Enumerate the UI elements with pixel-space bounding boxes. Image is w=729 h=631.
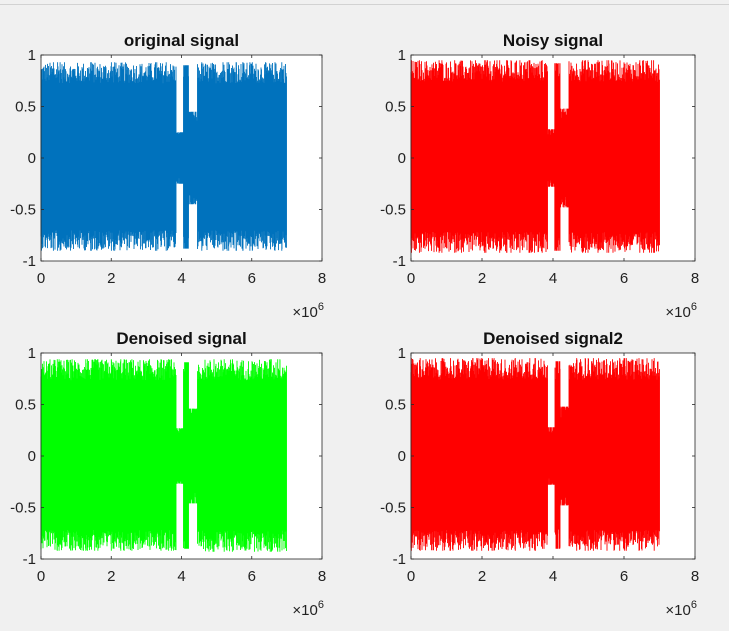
x-tick-label: 0	[37, 270, 45, 287]
chart-title: Denoised signal	[116, 329, 246, 348]
y-tick-label: 1	[398, 47, 406, 64]
chart-title: Noisy signal	[503, 31, 603, 50]
signal-trace	[410, 60, 660, 253]
x-multiplier-exponent: 6	[318, 301, 324, 313]
x-multiplier-base: ×10	[292, 602, 317, 619]
y-tick-label: -0.5	[10, 500, 36, 517]
y-tick-label: 0	[398, 448, 406, 465]
x-tick-label: 2	[107, 568, 115, 585]
x-tick-label: 4	[549, 568, 557, 585]
x-tick-label: 6	[248, 568, 256, 585]
x-axis-multiplier: ×106	[292, 301, 324, 321]
y-tick-label: 0	[28, 448, 36, 465]
x-tick-label: 2	[107, 270, 115, 287]
y-tick-label: 0.5	[385, 397, 406, 414]
y-tick-label: 0	[28, 150, 36, 167]
x-multiplier-exponent: 6	[691, 301, 697, 313]
x-tick-label: 0	[37, 568, 45, 585]
x-tick-label: 2	[478, 270, 486, 287]
x-axis-multiplier: ×106	[665, 301, 697, 321]
y-tick-label: -1	[393, 253, 406, 270]
x-tick-label: 6	[620, 568, 628, 585]
window-top-border	[0, 0, 729, 5]
x-tick-label: 0	[407, 270, 415, 287]
x-tick-label: 8	[691, 270, 699, 287]
signal-trace	[40, 62, 287, 251]
x-tick-label: 6	[248, 270, 256, 287]
x-tick-label: 8	[318, 270, 326, 287]
signal-trace	[410, 358, 660, 551]
y-tick-label: -1	[23, 551, 36, 568]
x-tick-label: 4	[177, 568, 185, 585]
x-axis-multiplier: ×106	[665, 599, 697, 619]
y-tick-label: -1	[23, 253, 36, 270]
y-tick-label: 0.5	[15, 397, 36, 414]
y-tick-label: 1	[398, 345, 406, 362]
y-tick-label: -1	[393, 551, 406, 568]
x-multiplier-base: ×10	[665, 602, 690, 619]
y-tick-label: 0.5	[15, 99, 36, 116]
y-tick-label: 1	[28, 345, 36, 362]
y-tick-label: -0.5	[380, 500, 406, 517]
x-tick-label: 8	[691, 568, 699, 585]
y-tick-label: -0.5	[380, 202, 406, 219]
signal-trace	[40, 359, 287, 552]
x-multiplier-exponent: 6	[691, 599, 697, 611]
y-tick-label: 0	[398, 150, 406, 167]
x-tick-label: 2	[478, 568, 486, 585]
x-tick-label: 4	[549, 270, 557, 287]
x-tick-label: 4	[177, 270, 185, 287]
y-tick-label: -0.5	[10, 202, 36, 219]
y-tick-label: 0.5	[385, 99, 406, 116]
x-tick-label: 8	[318, 568, 326, 585]
x-tick-label: 6	[620, 270, 628, 287]
x-axis-multiplier: ×106	[292, 599, 324, 619]
x-multiplier-base: ×10	[292, 304, 317, 321]
x-multiplier-base: ×10	[665, 304, 690, 321]
chart-title: original signal	[124, 31, 239, 50]
x-multiplier-exponent: 6	[318, 599, 324, 611]
y-tick-label: 1	[28, 47, 36, 64]
x-tick-label: 0	[407, 568, 415, 585]
chart-title: Denoised signal2	[483, 329, 623, 348]
